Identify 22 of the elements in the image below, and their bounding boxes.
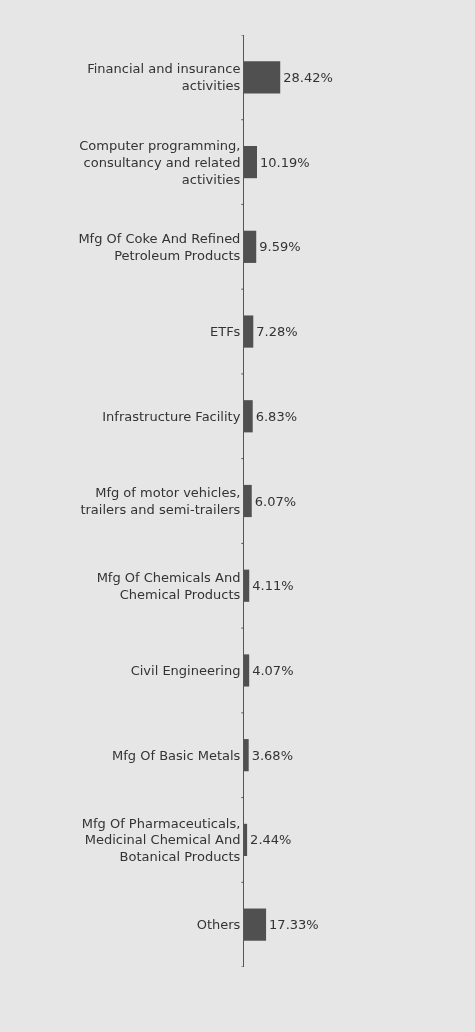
data-label: 28.42% — [283, 69, 333, 85]
data-label: 2.44% — [250, 832, 292, 848]
data-label: 4.11% — [252, 578, 294, 594]
y-tick-label: Mfg Of Basic Metals — [112, 747, 241, 763]
data-label: 6.83% — [255, 408, 298, 424]
data-label: 9.59% — [259, 239, 301, 255]
y-tick-label: Mfg of motor vehicles, trailers and semi-trailers — [80, 485, 241, 517]
y-tick-label: Mfg Of Chemicals And Chemical Products — [96, 569, 241, 602]
data-label: 3.68% — [251, 747, 293, 763]
data-label: 7.28% — [256, 324, 298, 340]
y-tick-label: Mfg Of Pharmaceuticals, Medicinal Chemical And Botanical Products — [81, 815, 241, 865]
y-tick-label: Mfg Of Coke And Refined Petroleum Products — [78, 230, 241, 263]
y-tick-label: Civil Engineering — [130, 663, 241, 678]
y-tick-label: Computer programming, consultancy and related activities — [79, 137, 241, 187]
y-tick-label: Financial and insurance activities — [87, 61, 241, 94]
data-label: 17.33% — [269, 917, 319, 933]
data-label: 6.07% — [254, 493, 297, 509]
data-label: 4.07% — [252, 662, 294, 678]
y-tick-label: ETFs — [209, 324, 241, 340]
y-tick-label: Others — [196, 917, 241, 933]
y-tick-label: Infrastructure Facility — [102, 408, 241, 424]
data-label: 10.19% — [259, 154, 310, 170]
